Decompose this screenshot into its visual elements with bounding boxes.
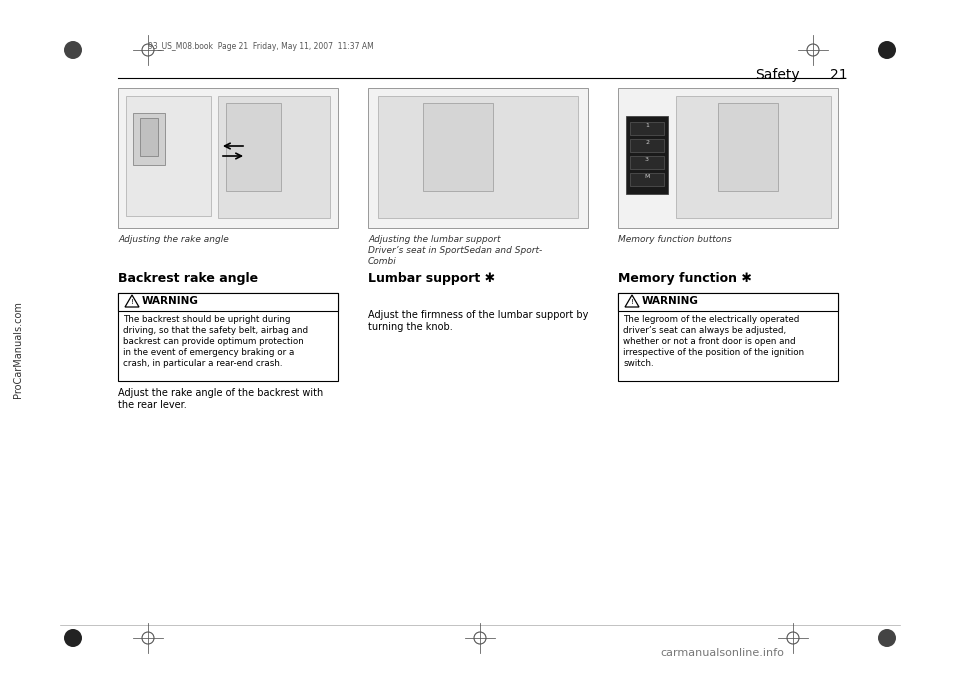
- Text: 2: 2: [645, 140, 649, 145]
- Bar: [368, 88, 588, 228]
- Circle shape: [64, 629, 82, 647]
- Circle shape: [878, 629, 896, 647]
- Bar: [118, 88, 338, 228]
- Bar: [226, 103, 281, 191]
- Bar: [140, 118, 158, 156]
- Bar: [718, 103, 778, 191]
- Text: Memory function buttons: Memory function buttons: [618, 235, 732, 244]
- Text: turning the knob.: turning the knob.: [368, 322, 453, 332]
- Text: driving, so that the safety belt, airbag and: driving, so that the safety belt, airbag…: [123, 326, 308, 335]
- Text: Adjust the firmness of the lumbar support by: Adjust the firmness of the lumbar suppor…: [368, 310, 588, 320]
- Text: The legroom of the electrically operated: The legroom of the electrically operated: [623, 315, 800, 324]
- Circle shape: [64, 41, 82, 59]
- Bar: [118, 293, 338, 381]
- Bar: [118, 293, 338, 311]
- Text: Driver’s seat in SportSedan and Sport-: Driver’s seat in SportSedan and Sport-: [368, 246, 542, 255]
- Bar: [423, 103, 493, 191]
- Text: carmanualsonline.info: carmanualsonline.info: [660, 648, 784, 658]
- Text: Safety: Safety: [755, 68, 800, 82]
- Text: in the event of emergency braking or a: in the event of emergency braking or a: [123, 348, 295, 357]
- Bar: [630, 156, 664, 169]
- Text: Adjusting the rake angle: Adjusting the rake angle: [118, 235, 228, 244]
- Bar: [630, 139, 664, 152]
- Bar: [626, 116, 668, 194]
- Text: Backrest rake angle: Backrest rake angle: [118, 272, 258, 285]
- Text: 21: 21: [830, 68, 848, 82]
- Text: 93_US_M08.book  Page 21  Friday, May 11, 2007  11:37 AM: 93_US_M08.book Page 21 Friday, May 11, 2…: [148, 42, 373, 51]
- Bar: [676, 96, 831, 218]
- Text: switch.: switch.: [623, 359, 654, 368]
- Text: !: !: [631, 299, 634, 305]
- Polygon shape: [125, 295, 139, 307]
- Bar: [618, 293, 838, 381]
- Text: Lumbar support ✱: Lumbar support ✱: [368, 272, 495, 285]
- Text: WARNING: WARNING: [642, 296, 699, 306]
- Text: WARNING: WARNING: [142, 296, 199, 306]
- Text: ProCarManuals.com: ProCarManuals.com: [13, 302, 23, 399]
- Polygon shape: [625, 295, 639, 307]
- Text: Combi: Combi: [368, 257, 396, 266]
- Circle shape: [878, 41, 896, 59]
- Bar: [618, 88, 838, 228]
- Bar: [618, 293, 838, 311]
- Text: irrespective of the position of the ignition: irrespective of the position of the igni…: [623, 348, 804, 357]
- Text: 3: 3: [645, 157, 649, 162]
- Bar: [126, 96, 211, 216]
- Text: driver’s seat can always be adjusted,: driver’s seat can always be adjusted,: [623, 326, 786, 335]
- Text: backrest can provide optimum protection: backrest can provide optimum protection: [123, 337, 303, 346]
- Bar: [630, 122, 664, 135]
- Text: crash, in particular a rear-end crash.: crash, in particular a rear-end crash.: [123, 359, 282, 368]
- Bar: [630, 173, 664, 186]
- Text: whether or not a front door is open and: whether or not a front door is open and: [623, 337, 796, 346]
- Text: 1: 1: [645, 123, 649, 128]
- Text: The backrest should be upright during: The backrest should be upright during: [123, 315, 291, 324]
- Text: M: M: [644, 174, 650, 179]
- Text: Adjust the rake angle of the backrest with: Adjust the rake angle of the backrest wi…: [118, 388, 324, 398]
- Bar: [378, 96, 578, 218]
- Text: !: !: [131, 299, 133, 305]
- Text: Memory function ✱: Memory function ✱: [618, 272, 752, 285]
- Bar: [133, 113, 165, 165]
- Text: Adjusting the lumbar support: Adjusting the lumbar support: [368, 235, 500, 244]
- Text: the rear lever.: the rear lever.: [118, 400, 187, 410]
- Bar: [218, 96, 330, 218]
